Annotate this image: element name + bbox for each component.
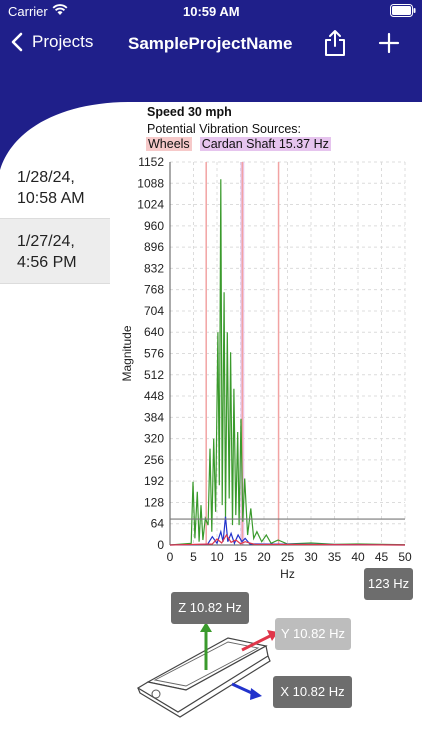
y-tick-label: 832 [144, 261, 164, 275]
z-axis-arrow [200, 622, 212, 670]
y-axis-chip[interactable]: Y 10.82 Hz [275, 618, 351, 650]
y-tick-label: 768 [144, 283, 164, 297]
phone-orientation-diagram [136, 622, 278, 718]
session-time: 10:58 AM [17, 190, 85, 207]
cardan-shaft-tag: Cardan Shaft 15.37 Hz [199, 137, 331, 151]
share-icon[interactable] [323, 29, 347, 57]
y-tick-label: 1024 [137, 198, 164, 212]
battery-icon [390, 4, 416, 17]
y-axis-label: Magnitude [120, 325, 134, 381]
session-time: 4:56 PM [17, 254, 77, 271]
wifi-icon [52, 4, 68, 15]
x-tick-label: 15 [234, 550, 248, 564]
x-tick-label: 25 [281, 550, 295, 564]
chevron-left-icon [11, 32, 23, 52]
wheels-tag: Wheels [146, 137, 192, 151]
z-axis-chip[interactable]: Z 10.82 Hz [171, 592, 249, 624]
y-tick-label: 704 [144, 304, 164, 318]
x-axis-arrow [231, 682, 262, 700]
phone-outline-icon [136, 637, 271, 718]
y-tick-label: 256 [144, 453, 164, 467]
x-tick-label: 50 [398, 550, 412, 564]
y-tick-label: 320 [144, 432, 164, 446]
y-tick-label: 64 [151, 517, 165, 531]
y-tick-label: 896 [144, 240, 164, 254]
carrier-label: Carrier [8, 4, 48, 19]
y-tick-label: 1088 [137, 176, 164, 190]
y-tick-label: 192 [144, 474, 164, 488]
y-tick-label: 1152 [138, 155, 164, 169]
status-time: 10:59 AM [183, 4, 240, 19]
series-line-2 [169, 533, 406, 546]
vibration-chart: 0 64 128 192 256 320 384 448 512 576 640 704 768 832 8… [120, 155, 412, 581]
x-tick-label: 35 [328, 550, 342, 564]
back-button[interactable]: Projects [10, 32, 93, 52]
y-tick-label: 448 [144, 389, 164, 403]
y-tick-label: 512 [144, 368, 164, 382]
y-tick-label: 576 [144, 347, 164, 361]
x-tick-label: 5 [190, 550, 197, 564]
sources-tags: Wheels Cardan Shaft 15.37 Hz [146, 137, 331, 151]
x-axis-chip[interactable]: X 10.82 Hz [273, 676, 352, 708]
session-item-2[interactable]: 1/27/24, 4:56 PM [0, 218, 110, 284]
y-tick-label: 960 [144, 219, 164, 233]
session-date: 1/28/24, [17, 169, 75, 186]
speed-label: Speed 30 mph [147, 105, 232, 119]
x-tick-label: 20 [257, 550, 271, 564]
x-tick-label: 30 [304, 550, 318, 564]
x-tick-label: 45 [375, 550, 389, 564]
y-tick-label: 384 [144, 410, 164, 424]
y-tick-label: 128 [144, 495, 164, 509]
add-icon[interactable] [378, 32, 400, 54]
header-curve [0, 60, 130, 170]
series-line-0 [169, 179, 406, 546]
x-tick-label: 0 [167, 550, 174, 564]
session-item-1[interactable]: 1/28/24, 10:58 AM [0, 165, 110, 217]
sources-label: Potential Vibration Sources: [147, 122, 302, 136]
y-tick-label: 0 [157, 538, 164, 552]
x-tick-label: 40 [351, 550, 365, 564]
nav-title: SampleProjectName [128, 34, 293, 53]
x-tick-label: 10 [210, 550, 224, 564]
series-line-1 [169, 516, 406, 546]
y-tick-label: 640 [144, 325, 164, 339]
x-axis-label: Hz [280, 567, 295, 581]
back-button-label: Projects [32, 32, 94, 51]
session-date: 1/27/24, [17, 233, 75, 250]
frequency-chip[interactable]: 123 Hz [364, 568, 413, 600]
